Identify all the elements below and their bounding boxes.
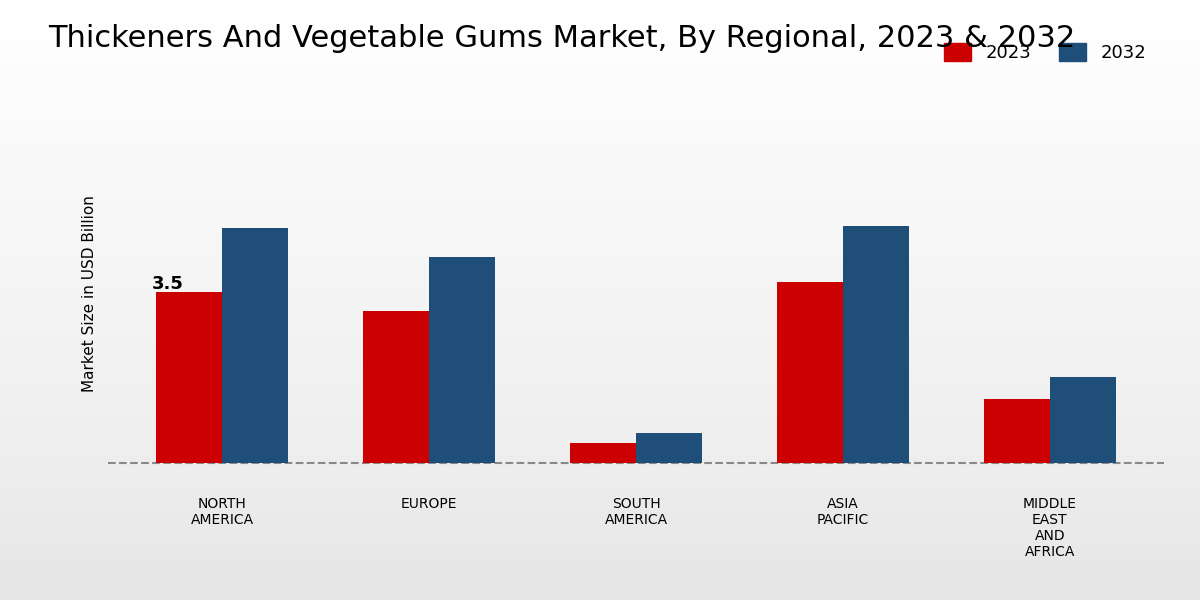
Y-axis label: Market Size in USD Billion: Market Size in USD Billion [82,196,97,392]
Bar [1050,377,1116,463]
Bar [776,282,842,463]
Bar [842,226,910,463]
Bar [222,228,288,463]
Bar [570,443,636,463]
Bar [430,257,496,463]
Bar [156,292,222,463]
Bar [984,399,1050,463]
Text: 3.5: 3.5 [152,275,184,293]
Text: Thickeners And Vegetable Gums Market, By Regional, 2023 & 2032: Thickeners And Vegetable Gums Market, By… [48,24,1075,53]
Bar [362,311,430,463]
Bar [636,433,702,463]
Legend: 2023, 2032: 2023, 2032 [935,34,1154,71]
